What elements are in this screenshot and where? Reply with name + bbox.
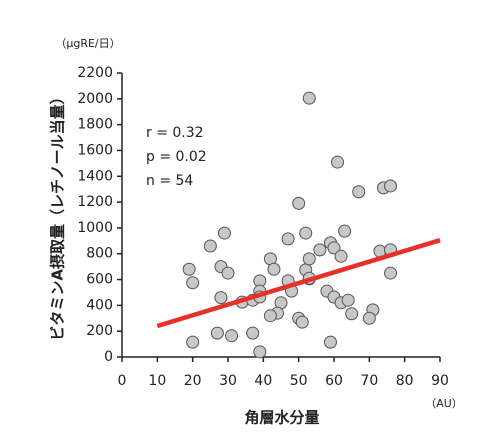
point [313,243,327,257]
point [225,329,239,343]
x-tick-label: 60 [325,373,343,389]
point [331,155,345,169]
x-tick-label: 30 [219,373,237,389]
point [299,226,313,240]
annotation: r = 0.32 [146,125,204,141]
x-unit: （AU） [425,397,463,410]
point [281,232,295,246]
annotation: p = 0.02 [146,149,207,165]
point [253,345,267,359]
x-tick-label: 10 [148,373,166,389]
trend-line [156,238,441,329]
point [384,266,398,280]
x-tick-label: 20 [184,373,202,389]
point [221,266,235,280]
point [182,262,196,276]
y-tick-label: 0 [104,349,113,365]
point [352,185,366,199]
point [302,252,316,266]
x-tick-label: 40 [254,373,272,389]
x-tick-label: 80 [396,373,414,389]
point [263,309,277,323]
point [341,293,355,307]
y-tick-label: 400 [86,297,113,313]
x-tick-label: 90 [431,373,449,389]
point [345,307,359,321]
x-axis-label: 角層水分量 [244,409,319,427]
point [362,311,376,325]
y-tick-label: 1400 [77,168,113,184]
annotation: n = 54 [146,173,193,189]
y-tick-label: 1600 [77,142,113,158]
y-tick-label: 1800 [77,117,113,133]
y-tick-label: 1000 [77,220,113,236]
x-tick-label: 70 [360,373,378,389]
point [203,239,217,253]
x-tick-label: 50 [290,373,308,389]
y-tick-label: 1200 [77,194,113,210]
y-unit: （μgRE/日） [55,37,120,50]
y-tick-label: 200 [86,323,113,339]
y-tick-label: 2000 [77,91,113,107]
point [186,276,200,290]
point [246,326,260,340]
point [302,91,316,105]
point [186,335,200,349]
point [295,315,309,329]
y-axis-label: ビタミンA摂取量（レチノール当量） [49,89,67,340]
point [214,291,228,305]
point [323,335,337,349]
x-tick-label: 0 [118,373,127,389]
point [384,179,398,193]
y-tick-label: 800 [86,246,113,262]
point [292,196,306,210]
point [327,241,341,255]
point [217,226,231,240]
point [338,224,352,238]
point [334,249,348,263]
point [210,326,224,340]
y-tick-label: 600 [86,272,113,288]
point [267,262,281,276]
y-tick-label: 2200 [77,65,113,81]
